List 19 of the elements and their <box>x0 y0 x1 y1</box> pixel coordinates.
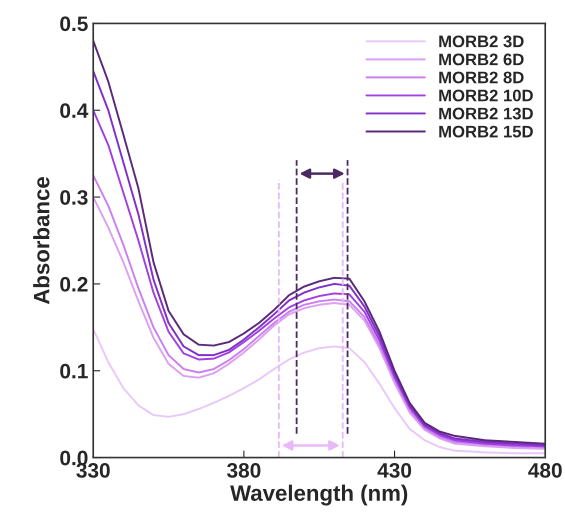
x-axis-title: Wavelength (nm) <box>230 484 408 506</box>
y-tick-label: 0.3 <box>60 190 88 205</box>
x-tick-label: 480 <box>528 463 562 478</box>
y-axis-title: Absorbance <box>33 177 50 304</box>
y-tick-label: 0.4 <box>60 103 88 118</box>
y-tick-label: 0.0 <box>60 450 88 466</box>
legend-label: MORB2 10D <box>439 90 533 102</box>
x-tick-label: 380 <box>226 463 260 478</box>
y-tick-label: 0.2 <box>60 276 88 292</box>
line-series <box>93 328 546 454</box>
y-tick-label: 0.1 <box>60 364 88 379</box>
legend-label: MORB2 15D <box>439 126 533 138</box>
x-tick-label: 430 <box>377 463 412 478</box>
legend-label: MORB2 8D <box>439 72 524 84</box>
x-tick-label: 330 <box>76 463 110 478</box>
y-tick-label: 0.5 <box>60 16 88 32</box>
legend-label: MORB2 6D <box>439 54 524 66</box>
legend-label: MORB2 13D <box>439 108 533 120</box>
legend-label: MORB2 3D <box>439 36 524 48</box>
